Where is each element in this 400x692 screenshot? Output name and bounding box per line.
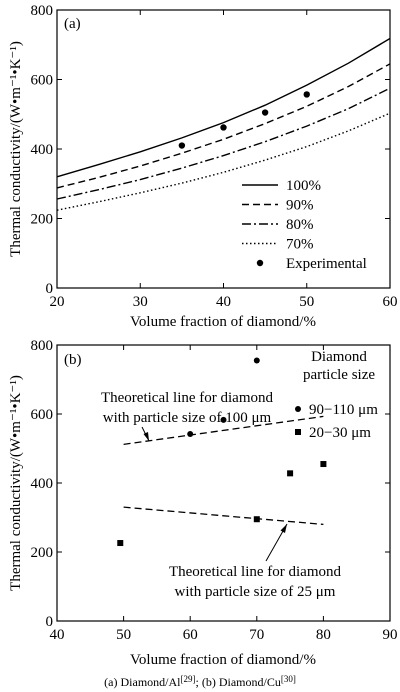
panel-b-chart: 40 50 60 70 80 90 0 200 400 600 800 (b) Diamond par… xyxy=(8,338,398,668)
panel-a-xlabel: Volume fraction of diamond/% xyxy=(130,314,316,330)
panel-b-ticks: 40 50 60 70 80 90 0 200 400 600 800 xyxy=(31,338,398,643)
x-tick-label: 50 xyxy=(116,627,131,643)
y-tick-label: 600 xyxy=(31,73,54,89)
legend-entry: Experimental xyxy=(286,256,367,272)
annotation-100um: with particle size of 100 μm xyxy=(103,410,272,426)
experimental-point xyxy=(178,142,186,149)
series-line-70pct xyxy=(56,112,391,211)
x-tick-label: 40 xyxy=(50,627,65,643)
legend-title: particle size xyxy=(303,367,375,383)
y-tick-label: 600 xyxy=(31,407,54,423)
figure-caption: (a) Diamond/Al[29]; (b) Diamond/Cu[30] xyxy=(104,674,296,689)
caption-part-a: (a) Diamond/Al xyxy=(104,675,181,689)
experimental-point xyxy=(261,109,269,116)
legend-entry: 100% xyxy=(286,178,321,194)
x-tick-label: 80 xyxy=(316,627,331,643)
y-tick-label: 0 xyxy=(46,281,54,297)
y-tick-label: 400 xyxy=(31,476,54,492)
legend-entry: 70% xyxy=(286,237,314,253)
data-point-circle xyxy=(220,416,227,423)
y-tick-label: 800 xyxy=(31,338,54,354)
panel-a-plot-frame xyxy=(56,9,391,289)
legend-entry: 20−30 μm xyxy=(309,425,371,441)
panel-a-legend: 100% 90% 80% 70% Experimental xyxy=(242,178,367,272)
x-tick-label: 60 xyxy=(183,627,198,643)
x-tick-label: 60 xyxy=(383,294,398,310)
theoretical-line xyxy=(123,506,324,526)
data-point-square xyxy=(320,461,327,468)
arrowhead xyxy=(143,432,149,441)
x-tick-label: 50 xyxy=(299,294,314,310)
caption-ref-b: [30] xyxy=(281,674,296,684)
data-point-square xyxy=(117,540,124,547)
y-tick-label: 0 xyxy=(46,614,54,630)
theoretical-line xyxy=(123,415,324,446)
caption-part-b: (b) Diamond/Cu xyxy=(202,675,281,689)
data-point-square xyxy=(287,470,294,477)
caption-ref-a: [29] xyxy=(180,674,195,684)
y-tick-label: 400 xyxy=(31,142,54,158)
y-tick-label: 800 xyxy=(31,3,54,19)
panel-b-ylabel: Thermal conductivity/(W•m⁻¹•K⁻¹) xyxy=(8,375,24,591)
data-point-circle xyxy=(253,357,260,364)
panel-b-legend: Diamond particle size 90−110 μm 20−30 μm xyxy=(295,349,378,441)
panel-a-label: (a) xyxy=(64,16,81,32)
x-tick-label: 20 xyxy=(50,294,65,310)
caption-separator: ; xyxy=(195,675,201,689)
experimental-point xyxy=(303,91,310,98)
x-tick-label: 40 xyxy=(216,294,231,310)
legend-entry: 80% xyxy=(286,217,314,233)
arrowhead xyxy=(280,524,287,533)
series-line-100pct xyxy=(56,37,391,178)
legend-swatch xyxy=(295,429,301,435)
x-tick-label: 30 xyxy=(133,294,148,310)
panel-a-experimental-points xyxy=(178,91,310,149)
legend-swatch xyxy=(295,406,301,412)
legend-entry: 90−110 μm xyxy=(309,402,378,418)
y-tick-label: 200 xyxy=(31,545,54,561)
experimental-point xyxy=(220,124,227,131)
panel-b-theoretical-lines xyxy=(123,415,324,526)
x-tick-label: 90 xyxy=(383,627,398,643)
y-tick-label: 200 xyxy=(31,212,54,228)
annotation-100um: Theoretical line for diamond xyxy=(101,390,274,406)
panel-a-ylabel: Thermal conductivity/(W•m⁻¹•K⁻¹) xyxy=(8,41,24,257)
legend-swatch xyxy=(256,259,264,267)
panel-b-data-points xyxy=(117,357,327,547)
legend-title: Diamond xyxy=(311,349,367,365)
annotation-25um: with particle size of 25 μm xyxy=(175,584,336,600)
panel-b-label: (b) xyxy=(64,352,82,368)
x-tick-label: 70 xyxy=(249,627,264,643)
panel-a-series-lines xyxy=(56,37,391,211)
panel-b-annotations: Theoretical line for diamond with particl… xyxy=(101,390,342,600)
panel-b-xlabel: Volume fraction of diamond/% xyxy=(130,652,316,668)
series-line-90pct xyxy=(56,63,391,189)
data-point-square xyxy=(253,516,260,523)
legend-entry: 90% xyxy=(286,198,314,214)
annotation-25um: Theoretical line for diamond xyxy=(169,564,342,580)
series-line-80pct xyxy=(56,87,391,200)
data-point-circle xyxy=(187,431,194,438)
